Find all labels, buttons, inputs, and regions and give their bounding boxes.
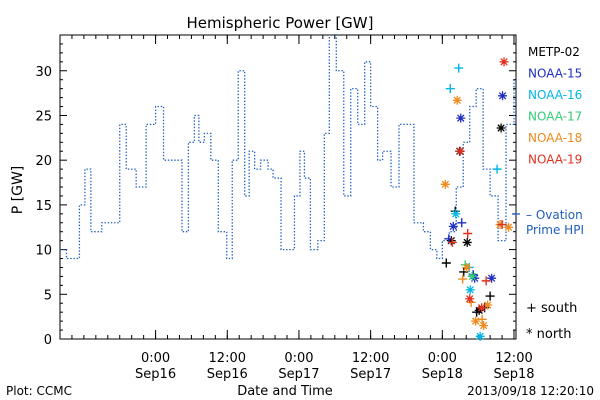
legend-entry-noaa-15: NOAA-15 [528, 67, 582, 81]
noaa-16-north-point [465, 285, 475, 295]
ovation-series [60, 35, 516, 260]
y-axis: 0 5 10 15 20 25 30 [35, 34, 516, 348]
x-axis: 0:00Sep1612:00Sep160:00Sep1712:00Sep170:… [59, 35, 535, 382]
noaa-16-south-point [454, 63, 464, 73]
metp-02-south-point [441, 258, 451, 268]
noaa-18-north-point [479, 321, 489, 331]
legend-ovation-line2: Prime HPI [526, 223, 584, 237]
metp-02-north-point [446, 236, 456, 246]
satellite-markers [440, 57, 514, 341]
noaa-16-south-point [492, 164, 502, 174]
legend-symbol-north: * north [526, 327, 572, 342]
noaa-16-north-point [475, 331, 485, 341]
legend-entry-noaa-19: NOAA-19 [528, 153, 582, 167]
x-tick-time: 0:00 [141, 351, 170, 366]
legend-entry-noaa-16: NOAA-16 [528, 88, 582, 102]
noaa-18-north-point [452, 95, 462, 105]
chart-title: Hemispheric Power [GW] [187, 14, 374, 32]
y-tick-label: 0 [44, 333, 52, 348]
noaa-19-north-point [477, 303, 487, 313]
x-tick-date: Sep16 [135, 367, 176, 382]
noaa-15-north-point [487, 273, 497, 283]
y-tick-label: 10 [35, 244, 52, 259]
x-tick-date: Sep16 [207, 367, 248, 382]
x-tick-date: Sep17 [350, 367, 391, 382]
noaa-19-south-point [463, 228, 473, 238]
noaa-18-north-point [440, 179, 450, 189]
noaa-18-north-point [504, 222, 514, 232]
x-tick-time: 0:00 [428, 351, 457, 366]
noaa-16-south-point [445, 84, 455, 94]
noaa-18-south-point [458, 274, 468, 284]
legend-entry-noaa-18: NOAA-18 [528, 131, 582, 145]
noaa-15-north-point [498, 91, 508, 101]
y-axis-label: P [GW] [10, 166, 26, 215]
legend: METP-02 NOAA-15 NOAA-16 NOAA-17 NOAA-18 NOAA-… [512, 45, 584, 342]
metp-02-north-point [496, 123, 506, 133]
y-tick-label: 20 [35, 154, 52, 169]
noaa-19-north-point [499, 57, 509, 67]
legend-entry-metp-02: METP-02 [528, 45, 580, 59]
noaa-18-north-point [483, 300, 493, 310]
y-tick-label: 25 [35, 109, 52, 124]
y-tick-label: 15 [35, 199, 52, 214]
x-tick-date: Sep18 [493, 367, 534, 382]
timestamp: 2013/09/18 12:20:10 [467, 384, 594, 398]
plot-source: Plot: CCMC [6, 384, 72, 398]
y-tick-label: 30 [35, 65, 52, 80]
noaa-18-north-point [462, 262, 472, 272]
noaa-19-south-point [447, 237, 457, 247]
legend-symbol-south: + south [526, 301, 577, 316]
noaa-15-south-point [457, 218, 467, 228]
x-tick-time: 0:00 [284, 351, 313, 366]
metp-02-south-point [485, 291, 495, 301]
legend-ovation-line1: – Ovation [526, 208, 583, 222]
noaa-19-north-point [465, 294, 475, 304]
noaa-17-north-point [467, 271, 477, 281]
noaa-19-south-point [497, 220, 507, 230]
x-tick-time: 12:00 [209, 351, 246, 366]
x-tick-time: 12:00 [352, 351, 389, 366]
ovation-line [60, 35, 516, 260]
noaa-15-north-point [456, 113, 466, 123]
metp-02-north-point [462, 237, 472, 247]
noaa-18-north-point [471, 316, 481, 326]
x-axis-label: Date and Time [237, 384, 333, 399]
noaa-19-north-point [455, 146, 465, 156]
noaa-18-south-point [477, 314, 487, 324]
noaa-16-north-point [451, 209, 461, 219]
legend-entry-noaa-17: NOAA-17 [528, 110, 582, 124]
noaa-15-north-point [448, 221, 458, 231]
y-tick-label: 5 [44, 288, 52, 303]
x-tick-date: Sep17 [278, 367, 319, 382]
x-tick-time: 12:00 [495, 351, 532, 366]
x-tick-date: Sep18 [422, 367, 463, 382]
noaa-19-south-point [481, 276, 491, 286]
